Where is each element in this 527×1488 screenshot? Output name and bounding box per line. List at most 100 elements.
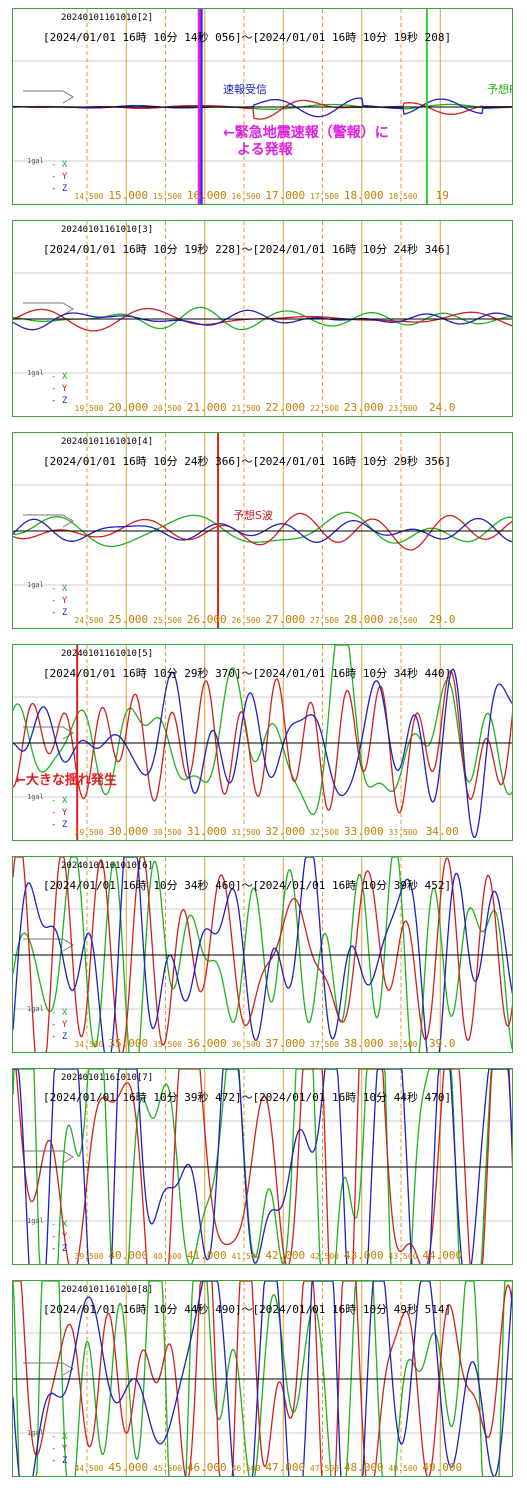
scale-arrow-icon	[23, 938, 74, 952]
series-y	[13, 512, 512, 551]
tick-label: 47.000	[265, 1461, 305, 1474]
tick-label: 20.000	[108, 401, 148, 414]
series-x	[13, 1069, 512, 1264]
tick-label: 34.00	[426, 825, 459, 838]
legend: - X - Y - Z	[51, 371, 67, 407]
seismogram-panel: 19.500 20.000 20.500 21.000 21.500 22.000 22.5…	[12, 220, 513, 417]
legend: - X - Y - Z	[51, 1431, 67, 1467]
legend-entry-z: - Z	[51, 608, 68, 618]
tick-label: 44.000	[422, 1249, 462, 1262]
tick-label: 38.500	[389, 1040, 418, 1049]
scale-unit: 1gal	[27, 1429, 44, 1437]
series-x	[13, 511, 512, 548]
tick-label: 28.500	[389, 616, 418, 625]
legend: - X - Y - Z	[51, 159, 67, 195]
series-x	[13, 306, 512, 331]
tick-label: 28.000	[344, 613, 384, 626]
time-range: [2024/01/01 16時 10分 39秒 472]～[2024/01/01…	[43, 1091, 452, 1104]
legend-entry-y: - Y	[51, 172, 68, 182]
scale-arrow-icon	[23, 90, 74, 104]
panel-id: 20240101161010[7]	[61, 1073, 154, 1083]
tick-label: 43.500	[389, 1252, 418, 1261]
tick-label: 16.500	[232, 192, 261, 201]
tick-label: 39.0	[429, 1037, 456, 1050]
scale-arrow-icon	[23, 1362, 74, 1376]
seismogram-panel: 14.500 15.000 15.500 16.000 16.500 17.000 17.5…	[12, 8, 513, 205]
tick-label: 30.500	[153, 828, 182, 837]
tick-label: 22.000	[265, 401, 305, 414]
legend-entry-z: - Z	[51, 1244, 68, 1254]
tick-label: 40.000	[108, 1249, 148, 1262]
tick-label: 32.000	[265, 825, 305, 838]
tick-label: 34.500	[75, 1040, 104, 1049]
tick-label: 45.000	[108, 1461, 148, 1474]
scale-unit: 1gal	[27, 793, 44, 801]
tick-label: 37.000	[265, 1037, 305, 1050]
legend: - X - Y - Z	[51, 1007, 67, 1043]
tick-label: 30.000	[108, 825, 148, 838]
tick-label: 26.500	[232, 616, 261, 625]
tick-label: 15.500	[153, 192, 182, 201]
legend: - X - Y - Z	[51, 583, 67, 619]
legend-entry-x: - X	[51, 1220, 68, 1230]
tick-label: 22.500	[310, 404, 339, 413]
series-y	[13, 1281, 512, 1476]
legend-entry-y: - Y	[51, 1020, 68, 1030]
legend-entry-y: - Y	[51, 596, 68, 606]
waveform-plot: 24.500 25.000 25.500 26.000 26.500 27.000 27.5…	[13, 433, 512, 628]
time-range: [2024/01/01 16時 10分 29秒 370]～[2024/01/01…	[43, 667, 452, 680]
tick-label: 39.500	[75, 1252, 104, 1261]
legend-entry-y: - Y	[51, 384, 68, 394]
waveform-plot: 14.500 15.000 15.500 16.000 16.500 17.000 17.5…	[13, 9, 512, 204]
seismogram-panel: 29.500 30.000 30.500 31.000 31.500 32.000 32.5…	[12, 644, 513, 841]
scale-unit: 1gal	[27, 581, 44, 589]
panel-id: 20240101161010[2]	[61, 13, 154, 23]
legend-entry-x: - X	[51, 1008, 68, 1018]
tick-label: 43.000	[344, 1249, 384, 1262]
time-range: [2024/01/01 16時 10分 24秒 366]～[2024/01/01…	[43, 455, 452, 468]
tick-label: 46.000	[187, 1461, 227, 1474]
legend-entry-z: - Z	[51, 396, 68, 406]
waveform-plot: 29.500 30.000 30.500 31.000 31.500 32.000 32.5…	[13, 645, 512, 840]
tick-label: 35.500	[153, 1040, 182, 1049]
tick-label: 47.500	[310, 1464, 339, 1473]
legend-entry-z: - Z	[51, 184, 68, 194]
tick-label: 18.500	[389, 192, 418, 201]
time-range: [2024/01/01 16時 10分 44秒 490]～[2024/01/01…	[43, 1303, 452, 1316]
series-z	[13, 97, 512, 118]
tick-label: 36.500	[232, 1040, 261, 1049]
scale-unit: 1gal	[27, 157, 44, 165]
legend-entry-x: - X	[51, 584, 68, 594]
legend-entry-y: - Y	[51, 1232, 68, 1242]
legend-entry-x: - X	[51, 796, 68, 806]
tick-label: 25.000	[108, 613, 148, 626]
series-z	[13, 309, 512, 331]
waveform-plot: 34.500 35.000 35.500 36.000 36.500 37.000 37.5…	[13, 857, 512, 1052]
legend-entry-x: - X	[51, 160, 68, 170]
series-z	[13, 857, 512, 1052]
legend: - X - Y - Z	[51, 1219, 67, 1255]
series-z	[13, 668, 512, 839]
tick-label: 33.500	[389, 828, 418, 837]
tick-label: 25.500	[153, 616, 182, 625]
tick-label: 20.500	[153, 404, 182, 413]
legend-entry-z: - Z	[51, 1456, 68, 1466]
tick-label: 37.500	[310, 1040, 339, 1049]
tick-label: 18.000	[344, 189, 384, 202]
tick-label: 46.500	[232, 1464, 261, 1473]
tick-label: 27.000	[265, 613, 305, 626]
annotation: 速報受信	[223, 83, 267, 96]
waveform-plot: 39.500 40.000 40.500 41.000 41.500 42.000 42.5…	[13, 1069, 512, 1264]
scale-unit: 1gal	[27, 1217, 44, 1225]
tick-label: 48.500	[389, 1464, 418, 1473]
annotation: 予想P	[487, 83, 513, 96]
tick-label: 40.500	[153, 1252, 182, 1261]
annotation: 予想S波	[233, 509, 273, 522]
tick-label: 33.000	[344, 825, 384, 838]
tick-label: 42.500	[310, 1252, 339, 1261]
scale-arrow-icon	[23, 1150, 74, 1164]
tick-label: 16.000	[187, 189, 227, 202]
tick-label: 49.000	[422, 1461, 462, 1474]
tick-label: 19	[436, 189, 449, 202]
scale-unit: 1gal	[27, 369, 44, 377]
